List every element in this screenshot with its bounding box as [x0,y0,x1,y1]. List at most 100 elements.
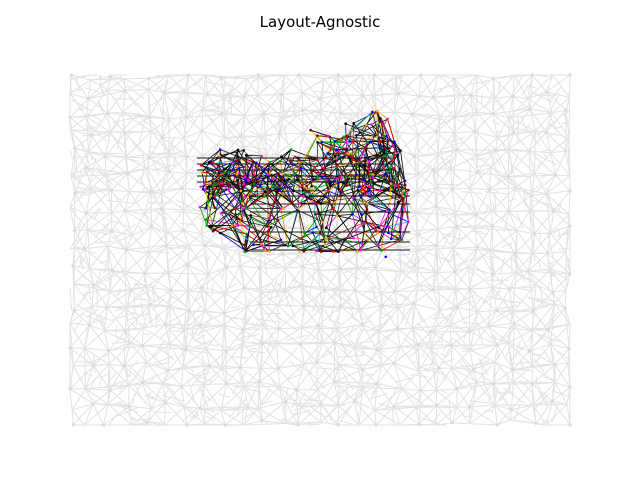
background-node [246,405,250,409]
highlighted-edge [364,184,390,211]
highlighted-edge [311,170,338,180]
background-node [471,367,475,371]
background-node [84,211,88,215]
highlighted-edge [357,190,368,210]
highlighted-node [236,224,240,227]
highlighted-edge [377,226,388,246]
highlighted-node [227,187,231,191]
background-node [110,269,114,273]
highlighted-edge [206,201,209,226]
highlighted-edge [261,227,272,245]
highlighted-edge [279,160,284,174]
background-node [318,97,322,101]
highlighted-node [382,154,386,158]
highlighted-edge [365,221,379,234]
highlighted-edge [256,162,294,192]
highlighted-edge [383,195,404,227]
highlighted-node [291,244,295,248]
background-node [474,213,478,217]
background-node [455,224,459,229]
background-node [551,290,555,294]
highlighted-node [328,201,331,204]
highlighted-node [399,149,402,152]
highlighted-node [200,171,204,174]
background-node [512,321,516,325]
highlighted-edge [328,183,339,192]
highlighted-node [321,220,325,224]
highlighted-node [203,181,206,185]
plot-title: Layout-Agnostic [260,13,381,31]
highlighted-edge [293,190,322,204]
highlighted-node [250,189,253,192]
highlighted-node [319,202,323,205]
highlighted-node [342,181,345,185]
background-node [302,304,306,308]
highlighted-edge [220,225,239,234]
background-node [198,323,202,327]
highlighted-node [351,212,354,216]
highlighted-node [279,207,283,210]
highlighted-node [263,190,267,194]
background-node [106,111,110,115]
highlighted-node [310,169,313,173]
highlighted-node [198,205,202,209]
background-node [506,175,510,179]
highlighted-node [407,188,410,192]
background-node [147,76,151,80]
background-node [297,154,301,158]
background-node [568,423,572,427]
highlighted-edge [201,172,205,184]
background-node [166,369,170,373]
highlighted-node [254,161,258,165]
highlighted-edge [364,177,374,186]
highlighted-node [344,122,348,125]
highlighted-node [324,195,328,198]
background-node [526,269,530,273]
background-node [147,156,151,160]
background-node [452,77,456,81]
highlighted-edge [325,196,336,203]
highlighted-edge [325,213,353,240]
background-node [453,270,457,274]
background-node [553,362,557,367]
highlighted-edge [387,221,409,227]
background-node [431,168,435,172]
highlighted-edge [325,215,338,228]
background-node [185,155,189,159]
highlighted-node [298,161,301,164]
highlighted-node [356,189,360,192]
background-node [527,349,532,353]
highlighted-edge [376,111,385,154]
highlighted-node [239,189,243,193]
highlighted-node [261,178,265,181]
highlighted-edge [290,159,318,162]
background-node [491,382,495,386]
highlighted-node [243,175,247,179]
highlighted-edge [299,186,313,204]
highlighted-node [387,231,390,235]
highlighted-edge [376,111,381,119]
background-node [434,204,438,208]
highlighted-node [217,171,221,174]
highlighted-node [401,189,405,193]
highlighted-edge [277,173,300,204]
background-node [163,322,167,326]
background-node [261,341,265,345]
background-node [455,387,459,391]
highlighted-node [369,181,373,185]
background-node [160,135,164,139]
highlighted-node [318,232,322,235]
background-node [507,209,511,214]
background-node [180,384,184,388]
highlighted-edge [367,202,409,223]
highlighted-edge [360,226,379,251]
highlighted-edge [247,196,281,210]
highlighted-node [280,182,284,186]
highlighted-node [360,243,364,246]
background-node [283,289,288,293]
background-node [490,224,495,228]
highlighted-node [276,219,280,222]
highlighted-node [387,225,391,228]
background-node [494,148,498,152]
highlighted-edge [237,149,261,186]
